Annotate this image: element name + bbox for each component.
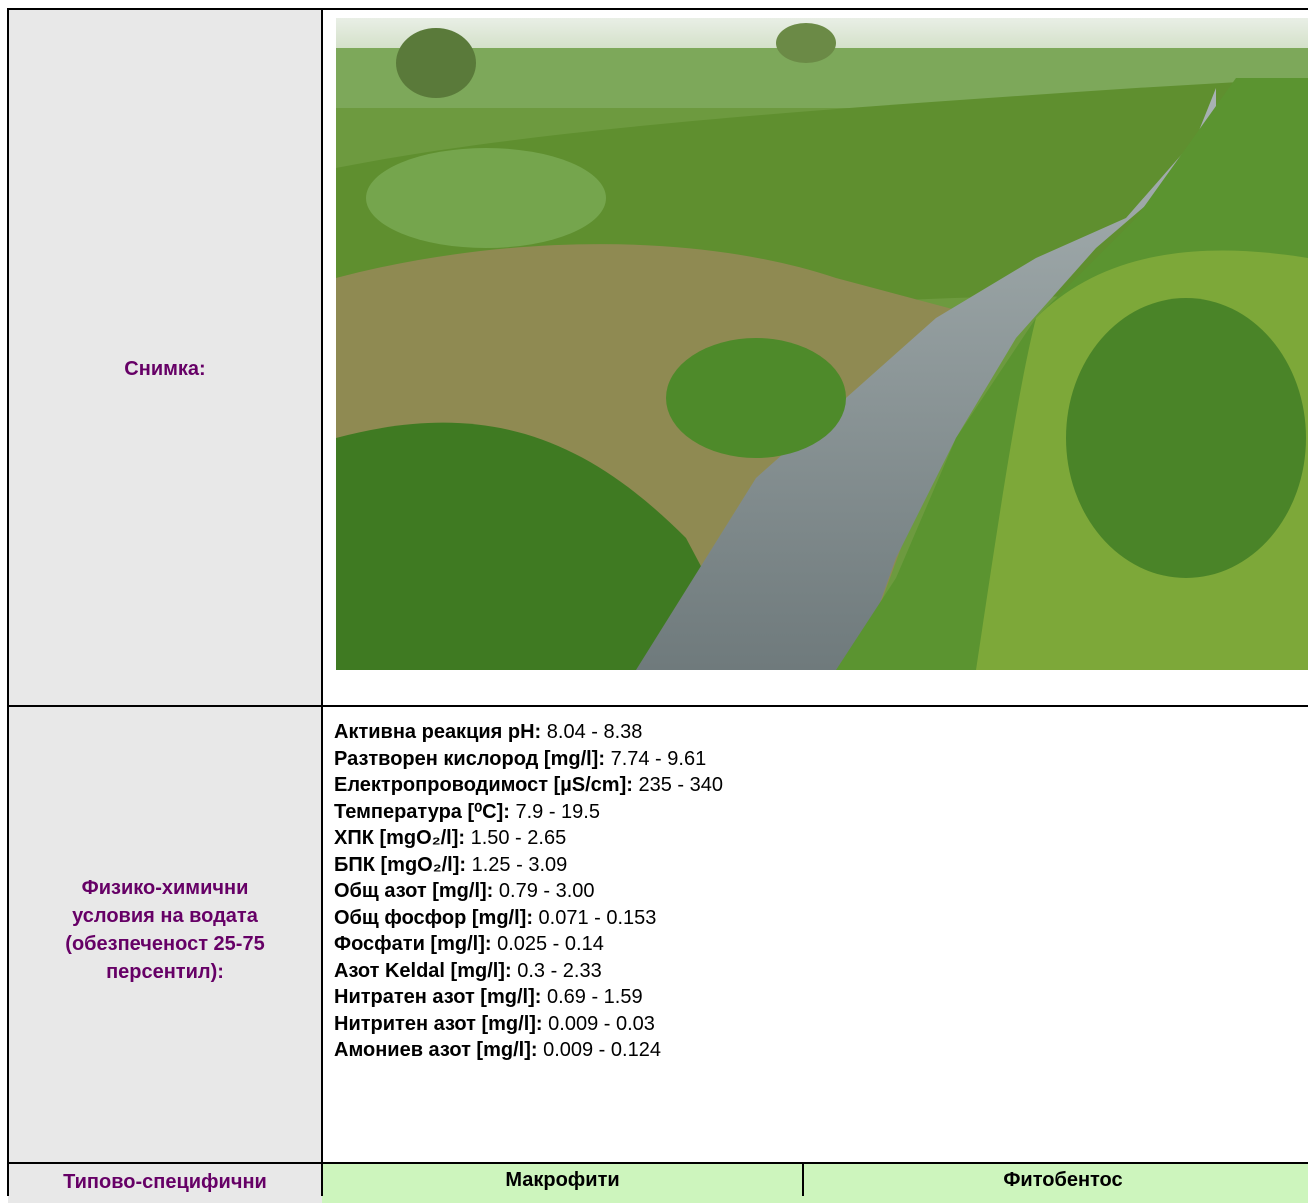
parameter-value: 8.04 - 8.38: [547, 721, 643, 743]
parameter-name: Електропроводимост [µS/cm]:: [334, 774, 633, 796]
parameter-value: 0.69 - 1.59: [547, 986, 643, 1008]
parameter: Нитритен азот [mg/l]: 0.009 - 0.03: [334, 1011, 723, 1038]
column-header: Фитобентос: [803, 1163, 1308, 1203]
row-label: Типово-специфични: [8, 1165, 322, 1199]
parameter-value: 7.9 - 19.5: [515, 801, 600, 823]
parameter: БПК [mgO₂/l]: 1.25 - 3.09: [334, 852, 723, 879]
column-header: Макрофити: [322, 1163, 803, 1203]
parameter: Амониев азот [mg/l]: 0.009 - 0.124: [334, 1037, 723, 1064]
label-line: (обезпеченост 25-75: [8, 930, 322, 958]
parameter-name: Амониев азот [mg/l]:: [334, 1039, 538, 1061]
parameter-name: Общ азот [mg/l]:: [334, 880, 493, 902]
page: Снимка: Физико-химичниусловия на водата(…: [0, 0, 1308, 1196]
parameter-value: 0.009 - 0.03: [548, 1013, 655, 1035]
parameter-value: 0.79 - 3.00: [499, 880, 595, 902]
parameter: Общ фосфор [mg/l]: 0.071 - 0.153: [334, 905, 723, 932]
parameter-name: Активна реакция pH:: [334, 721, 541, 743]
parameter-name: Азот Keldal [mg/l]:: [334, 960, 512, 982]
photo: [336, 18, 1308, 670]
parameter: Температура [⁰C]: 7.9 - 19.5: [334, 799, 723, 826]
border: [802, 1163, 804, 1196]
parameter: Нитратен азот [mg/l]: 0.69 - 1.59: [334, 984, 723, 1011]
parameter: Активна реакция pH: 8.04 - 8.38: [334, 719, 723, 746]
parameter: Електропроводимост [µS/cm]: 235 - 340: [334, 772, 723, 799]
border: [8, 705, 1308, 707]
border: [8, 8, 1308, 10]
parameter-name: Нитритен азот [mg/l]:: [334, 1013, 543, 1035]
parameter-value: 1.25 - 3.09: [472, 854, 568, 876]
parameter: Разтворен кислород [mg/l]: 7.74 - 9.61: [334, 746, 723, 773]
parameter-value: 0.071 - 0.153: [539, 907, 657, 929]
parameter-value: 1.50 - 2.65: [471, 827, 567, 849]
label-cell: Типово-специфични: [8, 1163, 322, 1203]
parameter-value: 0.3 - 2.33: [517, 960, 602, 982]
border: [8, 1162, 1308, 1164]
parameter-value: 0.025 - 0.14: [497, 933, 604, 955]
parameter-name: БПК [mgO₂/l]:: [334, 854, 466, 876]
label-line: Физико-химични: [8, 874, 322, 902]
parameter: Фосфати [mg/l]: 0.025 - 0.14: [334, 931, 723, 958]
parameter-name: ХПК [mgO₂/l]:: [334, 827, 465, 849]
parameter: Азот Keldal [mg/l]: 0.3 - 2.33: [334, 958, 723, 985]
border: [7, 8, 9, 1196]
parameter-name: Общ фосфор [mg/l]:: [334, 907, 533, 929]
row-label: Снимка:: [8, 356, 322, 382]
parameter-name: Температура [⁰C]:: [334, 801, 510, 823]
parameter: ХПК [mgO₂/l]: 1.50 - 2.65: [334, 825, 723, 852]
parameter-value: 235 - 340: [638, 774, 723, 796]
parameter: Общ азот [mg/l]: 0.79 - 3.00: [334, 878, 723, 905]
label-line: персентил):: [8, 958, 322, 986]
parameter-name: Разтворен кислород [mg/l]:: [334, 748, 605, 770]
label-line: условия на водата: [8, 902, 322, 930]
parameter-name: Фосфати [mg/l]:: [334, 933, 492, 955]
parameter-value: 0.009 - 0.124: [543, 1039, 661, 1061]
border: [321, 8, 323, 1196]
parameter-value: 7.74 - 9.61: [611, 748, 707, 770]
parameter-name: Нитратен азот [mg/l]:: [334, 986, 541, 1008]
label-cell: Снимка:: [8, 8, 322, 706]
